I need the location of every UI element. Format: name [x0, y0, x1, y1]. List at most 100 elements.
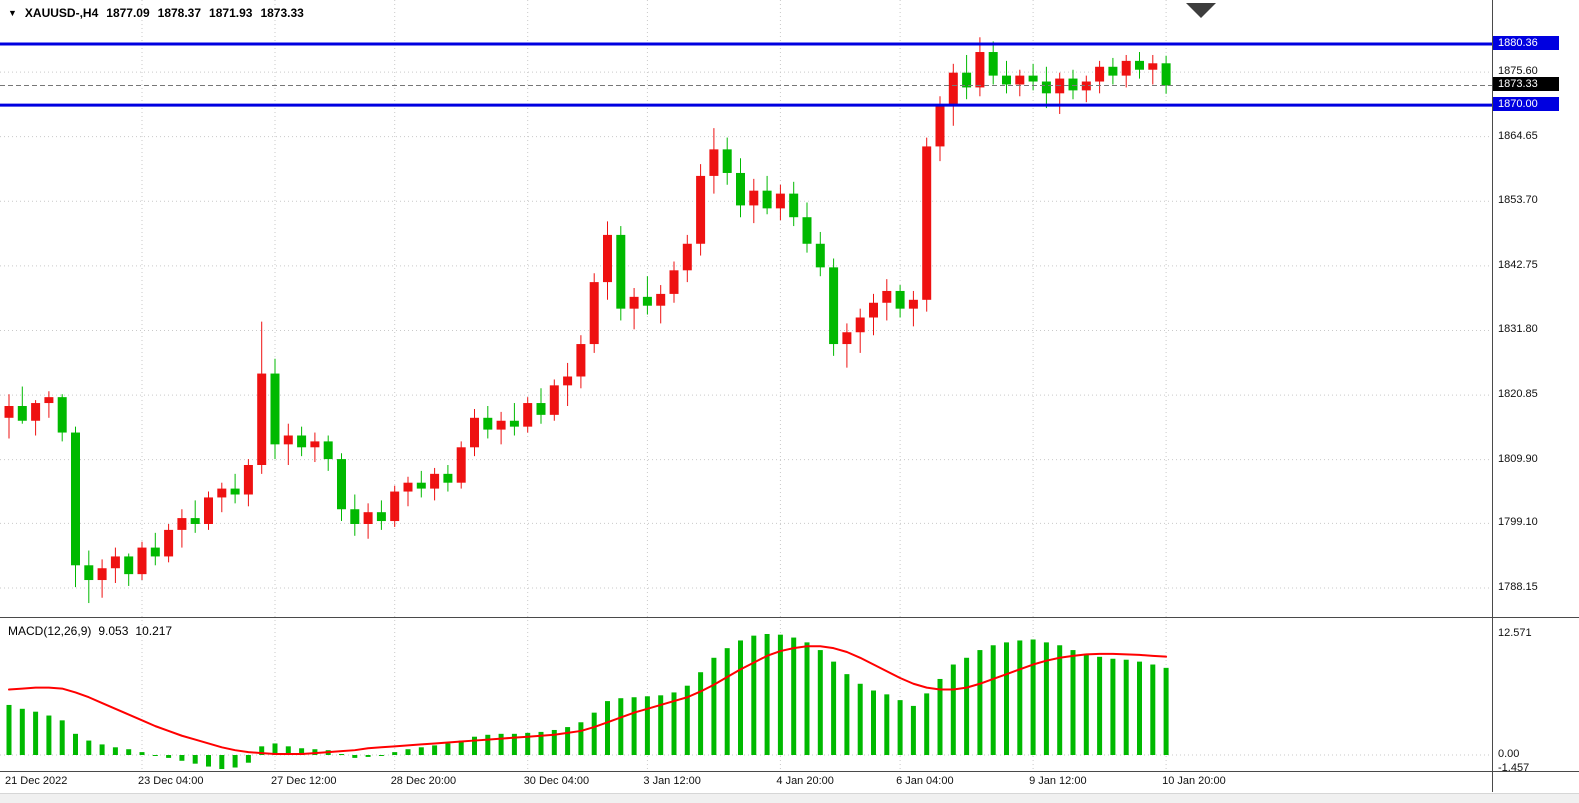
macd-bar	[591, 712, 597, 755]
macd-bar	[378, 755, 384, 756]
candle	[736, 158, 745, 218]
macd-bar	[1070, 650, 1076, 755]
candle	[150, 532, 160, 566]
macd-bar	[352, 755, 358, 758]
candle	[243, 459, 253, 507]
candle	[1028, 63, 1038, 91]
macd-bar	[684, 685, 690, 755]
macd-bar	[605, 701, 610, 755]
price-tick-label: 1799.10	[1498, 516, 1538, 529]
macd-bar	[285, 746, 291, 755]
candle	[549, 379, 559, 421]
macd-bar	[990, 645, 996, 755]
candle	[137, 541, 147, 581]
macd-bar	[937, 678, 943, 755]
macd-bar	[299, 748, 305, 755]
macd-bar	[964, 657, 970, 755]
price-axis[interactable]: 1875.60 1864.65 1853.70 1842.75 1831.80 1820.…	[1492, 0, 1579, 792]
price-tick-label: 1842.75	[1498, 258, 1538, 271]
candle	[204, 491, 213, 530]
candle	[1108, 57, 1118, 85]
candle	[57, 394, 67, 442]
candle	[762, 175, 772, 215]
candle	[270, 358, 280, 460]
candle	[1095, 60, 1105, 94]
macd-histogram	[6, 633, 1169, 770]
macd-bar	[724, 648, 730, 755]
macd-bar	[578, 722, 584, 755]
macd-bar	[112, 747, 118, 755]
indicator-main-value: 9.053	[98, 624, 129, 638]
price-tick-label: 1809.90	[1498, 452, 1538, 465]
macd-bar	[698, 672, 704, 755]
macd-bar	[791, 637, 797, 755]
macd-bar	[1043, 642, 1049, 755]
macd-bar	[245, 755, 251, 763]
candle	[456, 441, 466, 489]
candle	[1081, 75, 1091, 103]
candle	[230, 473, 240, 504]
macd-bar	[472, 736, 477, 755]
macd-bar	[166, 755, 172, 758]
macd-bar	[1004, 642, 1009, 755]
expand-arrow-icon[interactable]: ▼	[8, 8, 17, 18]
candle	[935, 96, 945, 162]
macd-bar	[857, 683, 863, 755]
candle	[603, 221, 612, 300]
macd-bar	[126, 749, 132, 755]
time-tick-label: 23 Dec 04:00	[138, 775, 204, 787]
macd-bar	[764, 633, 770, 755]
macd-bar	[86, 740, 92, 755]
candles	[4, 37, 1171, 604]
gridlines	[0, 0, 1492, 771]
candle	[656, 285, 666, 324]
macd-bar	[565, 727, 571, 755]
candle	[71, 426, 80, 588]
time-axis[interactable]: 21 Dec 2022 23 Dec 04:00 27 Dec 12:00 28 De…	[0, 772, 1492, 792]
candle	[84, 550, 94, 604]
candle	[563, 362, 573, 406]
indicator-header: MACD(12,26,9) 9.053 10.217	[8, 624, 172, 638]
candle	[124, 553, 134, 586]
candle	[363, 503, 373, 539]
candle	[1055, 72, 1065, 114]
candle	[815, 231, 825, 277]
bottom-strip	[0, 793, 1579, 803]
macd-max-label: 12.571	[1498, 626, 1532, 639]
level-price-label: 1880.36	[1493, 36, 1559, 50]
candle	[470, 408, 479, 457]
macd-bar	[1163, 667, 1169, 755]
macd-bar	[46, 715, 52, 755]
candle	[629, 288, 639, 330]
candle	[31, 400, 41, 436]
candle	[842, 323, 852, 368]
price-tick-label: 1875.60	[1498, 65, 1538, 78]
macd-bar	[152, 755, 158, 756]
candle	[709, 128, 719, 194]
macd-bar	[525, 732, 531, 755]
candle	[4, 394, 14, 439]
macd-bar	[392, 752, 398, 755]
candle	[576, 335, 586, 389]
macd-bar	[817, 650, 823, 755]
candle	[416, 470, 426, 498]
macd-bar	[485, 734, 491, 755]
macd-zero-label: 0.00	[1498, 748, 1520, 760]
candle	[722, 137, 732, 185]
price-tick-label: 1831.80	[1498, 323, 1538, 336]
macd-bar	[671, 692, 677, 755]
candle	[283, 423, 293, 465]
macd-bar	[924, 693, 930, 755]
macd-bar	[618, 698, 624, 755]
macd-bar	[1017, 640, 1023, 755]
macd-bar	[445, 743, 451, 755]
candle	[1161, 55, 1171, 94]
candle	[1121, 54, 1131, 88]
candle	[97, 559, 107, 598]
chart-shift-marker[interactable]	[1186, 3, 1216, 18]
candle	[523, 397, 533, 433]
candle	[177, 509, 187, 548]
